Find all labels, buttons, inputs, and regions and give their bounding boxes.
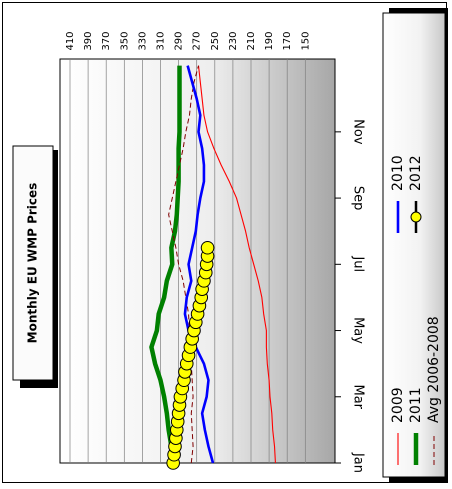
- month-tick-labels: Jan Mar May Jul Sep Nov: [335, 119, 366, 473]
- series-line-2011: [149, 65, 182, 464]
- value-tick-label: 270: [192, 31, 203, 50]
- series-line-2010: [183, 65, 215, 464]
- month-tick-label: Jan: [351, 452, 366, 473]
- value-tick-label: 370: [101, 31, 112, 50]
- month-tick-label: Mar: [351, 385, 366, 410]
- value-tick-labels: 410 390 370 350 330 310 290 270 250 230 210 190 170 1…: [65, 31, 311, 50]
- legend-label: 2012: [408, 155, 424, 191]
- value-tick-label: 290: [174, 31, 185, 50]
- legend-label: 2009: [390, 387, 406, 423]
- value-tick-label: 230: [228, 31, 239, 50]
- value-tick-label: 410: [65, 31, 76, 50]
- plot-area: [59, 58, 336, 464]
- value-tick-label: 250: [210, 31, 221, 50]
- value-tick-label: 330: [137, 31, 148, 50]
- series-line-avg-2006-2008: [168, 65, 199, 464]
- legend-label: 2011: [408, 387, 424, 423]
- value-tick-label: 310: [156, 31, 167, 50]
- value-tick-label: 390: [83, 31, 94, 50]
- value-tick-label: 350: [119, 31, 130, 50]
- month-tick-label: May: [351, 317, 366, 344]
- series-2012-point: [200, 240, 215, 255]
- value-tick-label: 150: [300, 31, 311, 50]
- month-tick-label: Sep: [351, 186, 366, 211]
- legend-label: 2010: [390, 155, 406, 191]
- legend: 2009 2011 Avg 2006-2008 2010 2012: [382, 8, 448, 483]
- legend-marker-2012: [410, 211, 422, 223]
- series-line-2009: [197, 65, 276, 464]
- legend-label: Avg 2006-2008: [426, 316, 442, 423]
- series-layer: [149, 65, 276, 470]
- title-box: Monthly EU WMP Prices: [12, 145, 58, 388]
- month-tick-label: Nov: [351, 119, 366, 145]
- chart-frame: 410 390 370 350 330 310 290 270 250 230 210 190 170 1…: [2, 2, 448, 483]
- value-tick-label: 190: [264, 31, 275, 50]
- month-tick-label: Jul: [351, 255, 366, 272]
- grid-lines: [69, 59, 306, 463]
- value-tick-label: 210: [246, 31, 257, 50]
- value-tick-label: 170: [282, 31, 293, 50]
- chart-canvas: 410 390 370 350 330 310 290 270 250 230 210 190 170 1…: [12, 8, 448, 483]
- chart-title: Monthly EU WMP Prices: [26, 183, 40, 344]
